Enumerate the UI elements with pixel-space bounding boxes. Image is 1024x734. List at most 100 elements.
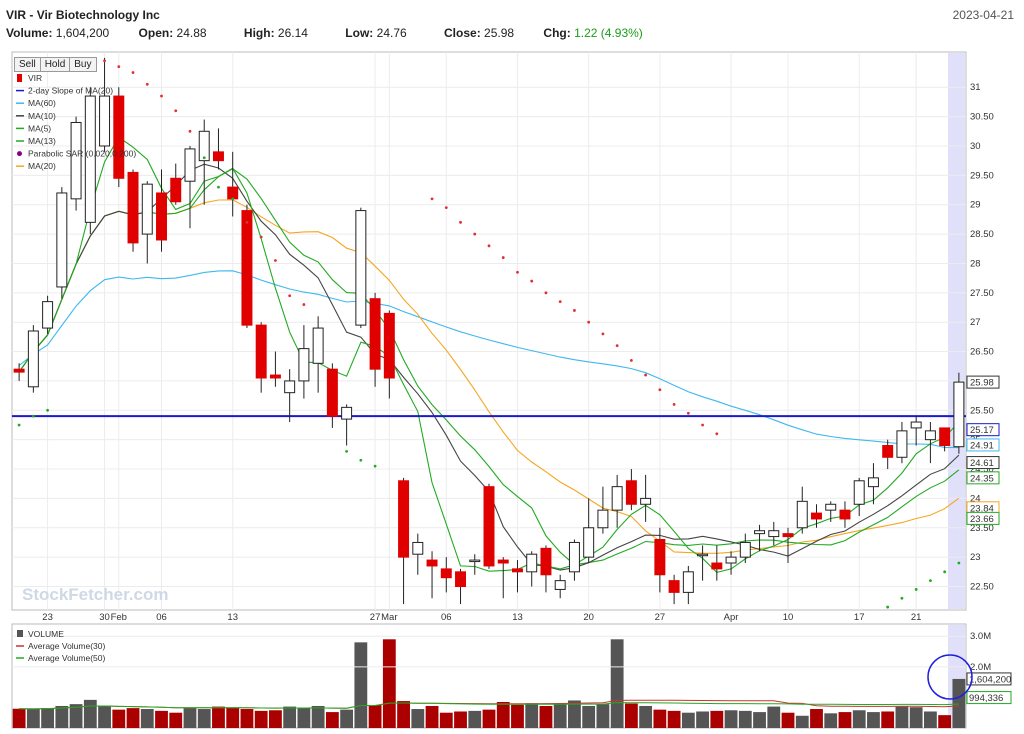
candle [383, 310, 395, 399]
candle [113, 87, 125, 188]
legend-label: Parabolic SAR (0.020,0.200) [28, 149, 136, 159]
candle-body [796, 500, 808, 529]
candle [511, 560, 523, 593]
volume-bar [952, 678, 966, 728]
candle-body [27, 330, 39, 388]
legend-swatch [17, 151, 22, 157]
sar-dot [587, 320, 591, 324]
volume-legend-label: Average Volume(50) [28, 653, 106, 663]
candle [782, 527, 794, 564]
candle-body [825, 503, 837, 511]
sar-dot [629, 358, 633, 362]
sar-dot [117, 65, 121, 69]
candle [56, 187, 68, 299]
sar-dot [615, 344, 619, 348]
volume-bar [852, 710, 866, 728]
candle-body [654, 539, 666, 576]
candle [426, 551, 438, 599]
candle [70, 116, 82, 211]
volume-bar [781, 712, 795, 728]
sar-dot [259, 235, 263, 239]
candle-body [127, 171, 139, 244]
sar-dot [473, 232, 477, 236]
candle [198, 119, 210, 205]
candle [853, 477, 865, 517]
volume-bar [553, 703, 567, 728]
candle [526, 551, 538, 587]
sar-dot [231, 197, 235, 201]
candle-body [255, 324, 267, 379]
sar-dot [288, 294, 292, 298]
quote-header: VIR - Vir Biotechnology Inc 2023-04-21 V… [4, 6, 1020, 40]
sar-dot [914, 588, 918, 591]
candle-body [298, 348, 310, 382]
price-label-box [966, 456, 1000, 470]
candle-body [725, 556, 737, 564]
price-label: 25.98 [970, 378, 994, 389]
legend-entry: 2-day Slope of MA(20) [16, 86, 113, 96]
sar-dot [558, 300, 562, 304]
volume-bar [923, 711, 937, 728]
ma60-line [18, 270, 959, 449]
candle [768, 521, 780, 546]
sar-dot [131, 71, 135, 74]
volume-bar [909, 707, 923, 728]
candle-body [70, 121, 82, 200]
price-tick-label: 31 [970, 82, 981, 93]
candle-body [84, 95, 96, 223]
candle-body [13, 368, 25, 373]
candle [924, 422, 936, 464]
avg-volume-50-line [19, 702, 959, 710]
candle [739, 533, 751, 564]
candle [212, 128, 224, 170]
sar-dot [544, 291, 548, 295]
quote-stats: Volume: 1,604,200 Open: 24.88 High: 26.1… [6, 26, 655, 40]
candle-body [227, 186, 239, 200]
buy-button[interactable]: Buy [69, 57, 97, 72]
candle-body [682, 571, 694, 593]
volume-legend-label: Average Volume(30) [28, 641, 106, 651]
quote-date: 2023-04-21 [952, 8, 1014, 22]
sar-dot [929, 579, 932, 583]
volume-bar [439, 712, 453, 728]
date-tick-label: 30 [99, 612, 110, 623]
sar-dot [444, 206, 448, 210]
candle [42, 295, 54, 334]
volume-bar [738, 710, 752, 728]
volume-bar [283, 706, 297, 728]
volume-bar [838, 712, 852, 728]
sar-dot [174, 109, 178, 113]
candle-body [198, 130, 210, 162]
candle [682, 565, 694, 605]
date-tick-label: Feb [111, 612, 127, 623]
volume-bar [696, 711, 709, 728]
candle-body [56, 192, 68, 288]
candle-body [739, 541, 751, 558]
volume-label-box [966, 691, 1012, 705]
price-tick-label: 26.50 [970, 347, 994, 358]
candle [583, 498, 595, 564]
highlight-circle [927, 654, 973, 700]
price-tick-label: 25.50 [970, 405, 994, 416]
date-tick-label: 06 [441, 612, 452, 623]
candle [540, 545, 552, 593]
candle [625, 469, 637, 511]
price-tick-label: 29 [970, 200, 981, 211]
date-tick-label: Apr [724, 612, 739, 623]
price-tick-label: 28.50 [970, 229, 994, 240]
candle-body [853, 480, 865, 505]
sar-dot [701, 423, 704, 427]
volume-bar [482, 709, 496, 728]
sar-dot [17, 423, 21, 427]
legend-label: MA(20) [28, 161, 56, 171]
candle [497, 557, 509, 599]
candle-body [711, 562, 723, 570]
volume-bar [12, 708, 26, 728]
volume-bar [269, 710, 282, 728]
candle [241, 204, 253, 329]
sell-button[interactable]: Sell [14, 57, 41, 72]
date-tick-label: 21 [911, 612, 922, 623]
volume-bar [354, 642, 368, 728]
hold-button[interactable]: Hold [39, 57, 71, 72]
